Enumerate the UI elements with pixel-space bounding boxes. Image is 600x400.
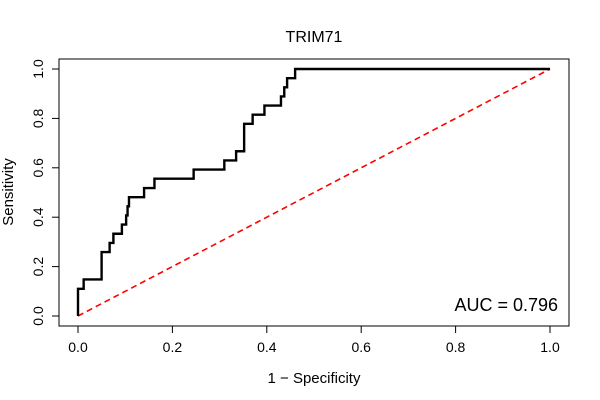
x-axis: 0.0 0.2 0.4 0.6 0.8 1.0 — [68, 325, 560, 355]
x-axis-title: 1 − Specificity — [268, 370, 361, 387]
y-axis: 0.0 0.2 0.4 0.6 0.8 1.0 — [30, 59, 60, 326]
reference-diagonal-line — [77, 68, 551, 317]
x-tick-label: 0.8 — [446, 339, 466, 355]
chart-title: TRIM71 — [286, 29, 343, 46]
x-tick-label: 0.6 — [351, 339, 371, 355]
roc-curve-line — [76, 67, 550, 316]
auc-annotation: AUC = 0.796 — [454, 295, 558, 315]
y-tick-label: 0.8 — [30, 108, 46, 128]
y-tick-label: 0.0 — [30, 306, 46, 326]
x-tick-label: 0.4 — [257, 339, 277, 355]
y-tick-label: 0.2 — [30, 257, 46, 277]
y-axis-title: Sensitivity — [0, 158, 17, 226]
y-tick-label: 0.4 — [30, 207, 46, 227]
x-tick-label: 0.0 — [68, 339, 88, 355]
x-tick-label: 0.2 — [163, 339, 183, 355]
y-tick-label: 1.0 — [30, 59, 46, 79]
x-tick-label: 1.0 — [540, 339, 560, 355]
y-tick-label: 0.6 — [30, 158, 46, 178]
